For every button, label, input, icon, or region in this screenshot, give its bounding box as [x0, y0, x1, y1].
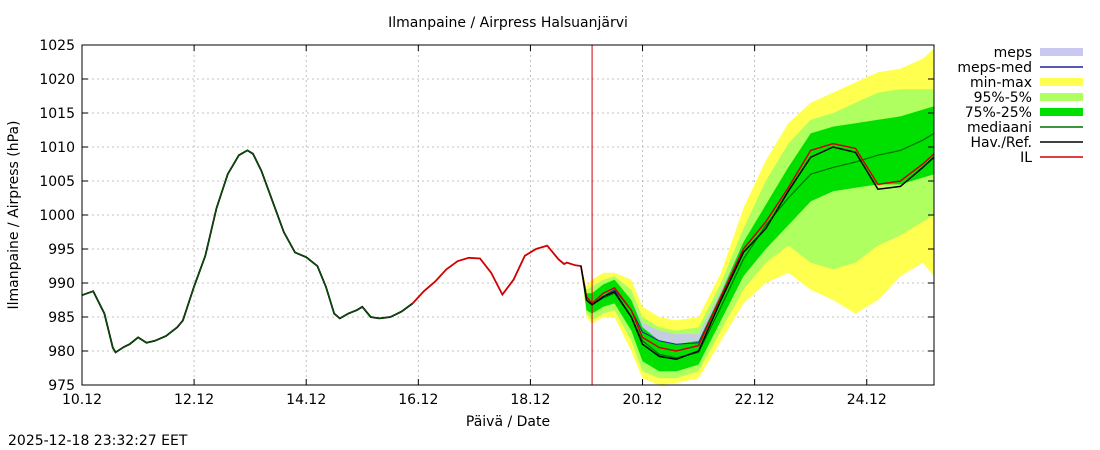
series-ref-forecast: [580, 146, 935, 360]
legend-label-il: IL: [1020, 150, 1032, 166]
x-tick-label: 18.12: [510, 392, 550, 408]
plot-area: [81, 44, 935, 386]
legend-swatch-p95_5: [1040, 93, 1083, 101]
y-tick-label: 975: [48, 378, 75, 394]
x-tick-label: 14.12: [286, 392, 326, 408]
series-observed-history-overlay: [81, 149, 413, 353]
timestamp-footer: 2025-12-18 23:32:27 EET: [8, 433, 188, 449]
series-mediaani: [580, 132, 935, 359]
y-tick-label: 985: [48, 310, 75, 326]
y-tick-label: 990: [48, 276, 75, 292]
legend-swatch-p75_25: [1040, 108, 1083, 116]
series-il-history: [412, 244, 582, 305]
y-tick-label: 1000: [39, 208, 75, 224]
chart-title: Ilmanpaine / Airpress Halsuanjärvi: [388, 15, 628, 31]
legend-label-meps: meps: [994, 45, 1032, 61]
band-meps: [580, 242, 744, 358]
x-tick-label: 22.12: [735, 392, 775, 408]
y-tick-label: 1020: [39, 72, 75, 88]
legend-label-observed: Hav./Ref.: [970, 135, 1032, 151]
x-tick-label: 12.12: [174, 392, 214, 408]
legend-label-mediaani: mediaani: [967, 120, 1032, 136]
x-tick-label: 10.12: [62, 392, 102, 408]
series-il-forecast: [580, 142, 935, 352]
y-tick-label: 980: [48, 344, 75, 360]
x-tick-label: 24.12: [847, 392, 887, 408]
legend-swatch-minmax: [1040, 78, 1083, 86]
y-axis-label: Ilmanpaine / Airpress (hPa): [6, 121, 22, 310]
legend-label-p95_5: 95%-5%: [974, 90, 1032, 106]
legend-label-meps_med: meps-med: [957, 60, 1032, 76]
y-tick-label: 1015: [39, 106, 75, 122]
y-tick-label: 995: [48, 242, 75, 258]
legend-label-p75_25: 75%-25%: [965, 105, 1032, 121]
y-tick-label: 1005: [39, 174, 75, 190]
y-tick-label: 1025: [39, 38, 75, 54]
x-tick-label: 20.12: [622, 392, 662, 408]
x-tick-label: 16.12: [398, 392, 438, 408]
y-tick-label: 1010: [39, 140, 75, 156]
legend-swatch-meps: [1040, 48, 1083, 56]
legend-label-minmax: min-max: [970, 75, 1032, 91]
legend: mepsmeps-medmin-max95%-5%75%-25%mediaani…: [957, 45, 1083, 166]
x-axis-label: Päivä / Date: [466, 414, 550, 430]
